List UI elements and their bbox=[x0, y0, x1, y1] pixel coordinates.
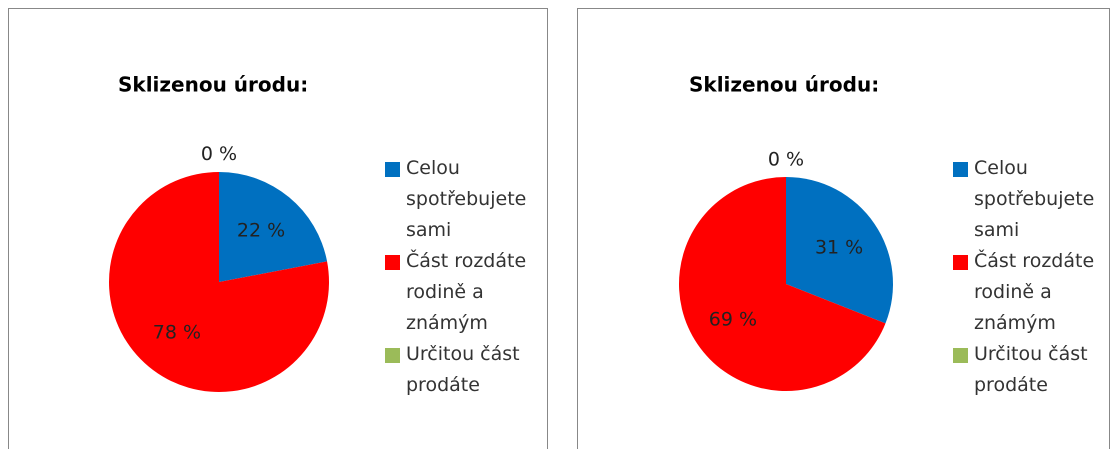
legend-swatch bbox=[953, 255, 968, 270]
legend-swatch bbox=[385, 348, 400, 363]
legend-item: Celou spotřebujete sami bbox=[385, 153, 535, 246]
chart-panel: Sklizenou úrodu: 31 % 69 % 0 % Celou spotřeb… bbox=[577, 8, 1110, 449]
data-label: 31 % bbox=[815, 236, 863, 258]
data-label: 0 % bbox=[768, 148, 804, 170]
legend-swatch bbox=[953, 348, 968, 363]
chart-title: Sklizenou úrodu: bbox=[689, 73, 879, 97]
legend-label: Určitou část prodáte bbox=[974, 343, 1088, 396]
chart-title: Sklizenou úrodu: bbox=[118, 73, 308, 97]
pie-slice bbox=[108, 172, 330, 392]
pie-slice bbox=[786, 177, 893, 324]
legend-item: Část rozdáte rodině a známým bbox=[385, 246, 535, 339]
data-label: 22 % bbox=[237, 220, 285, 242]
legend-label: Část rozdáte rodině a známým bbox=[974, 250, 1095, 334]
legend-label: Celou spotřebujete sami bbox=[974, 157, 1095, 241]
legend-label: Část rozdáte rodině a známým bbox=[406, 250, 527, 334]
legend-item: Celou spotřebujete sami bbox=[953, 153, 1103, 246]
legend-item: Určitou část prodáte bbox=[953, 339, 1103, 401]
legend-item: Část rozdáte rodině a známým bbox=[953, 246, 1103, 339]
pie-slice bbox=[219, 172, 328, 282]
data-label: 0 % bbox=[201, 143, 237, 165]
legend-swatch bbox=[385, 255, 400, 270]
pie-slice bbox=[679, 177, 886, 391]
legend: Celou spotřebujete sami Část rozdáte rodi… bbox=[385, 153, 535, 401]
legend: Celou spotřebujete sami Část rozdáte rodi… bbox=[953, 153, 1103, 401]
chart: Sklizenou úrodu: 22 % 78 % 0 % bbox=[108, 73, 330, 392]
legend-swatch bbox=[385, 162, 400, 177]
legend-label: Určitou část prodáte bbox=[406, 343, 520, 396]
legend-label: Celou spotřebujete sami bbox=[406, 157, 527, 241]
data-label: 78 % bbox=[153, 321, 201, 343]
legend-swatch bbox=[953, 162, 968, 177]
legend-item: Určitou část prodáte bbox=[385, 339, 535, 401]
chart: Sklizenou úrodu: 31 % 69 % 0 % bbox=[679, 73, 893, 391]
chart-panel: Sklizenou úrodu: 22 % 78 % 0 % Celou spotřeb… bbox=[8, 8, 548, 449]
data-label: 69 % bbox=[709, 309, 757, 331]
